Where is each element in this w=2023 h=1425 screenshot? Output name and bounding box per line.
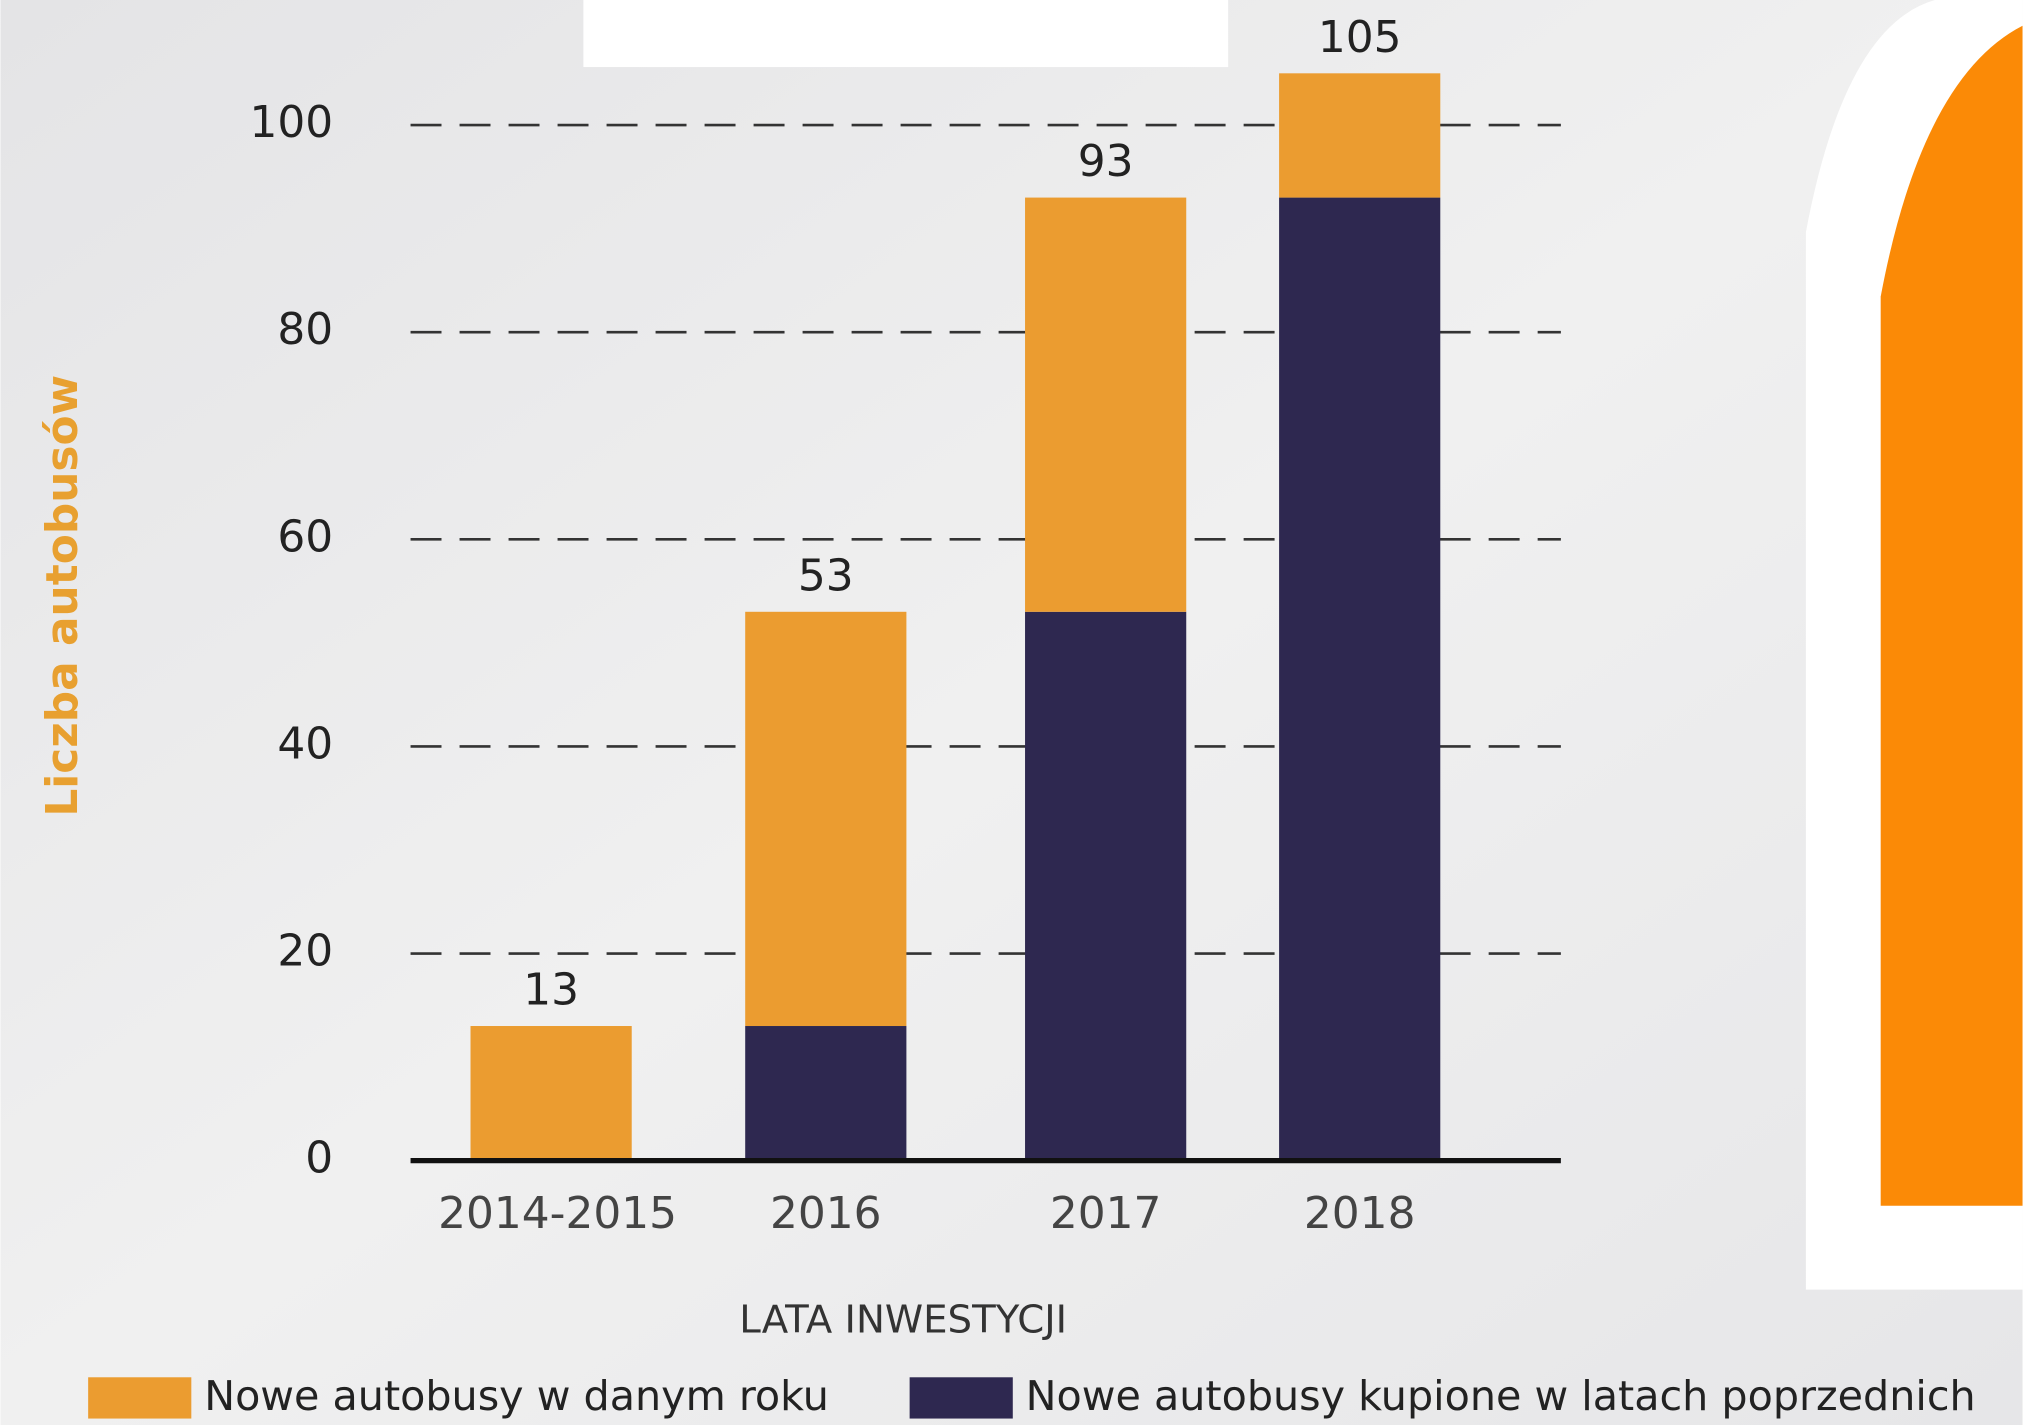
legend-label: Nowe autobusy w danym roku [204,1372,829,1420]
bar-segment [1279,198,1440,1161]
bar-segment [1025,612,1186,1161]
y-tick-label: 20 [277,926,333,977]
x-axis-title: LATA INWESTYCJI [739,1297,1067,1342]
bar-segment [745,1026,906,1161]
total-label: 13 [523,964,579,1015]
legend-label: Nowe autobusy kupione w latach poprzedni… [1026,1372,1976,1420]
y-tick-label: 60 [277,511,333,562]
x-tick-label: 2014-2015 [438,1188,677,1239]
x-tick-label: 2017 [1050,1188,1162,1239]
total-label: 105 [1318,12,1402,63]
x-tick-label: 2018 [1304,1188,1416,1239]
bar-segment [471,1026,632,1161]
page: Liczba autobusów LATA INWESTYCJI 0 20 40 60… [0,0,2023,1425]
bar-segment [745,612,906,1026]
y-tick-label: 100 [250,97,334,148]
y-tick-label: 80 [277,304,333,355]
y-tick-label: 40 [277,718,333,769]
total-label: 93 [1078,136,1134,187]
bar-segment [1279,73,1440,197]
x-tick-label: 2016 [770,1188,882,1239]
total-label: 53 [798,550,854,601]
legend-swatch [910,1377,1013,1418]
y-tick-label: 0 [305,1133,333,1184]
y-axis-title: Liczba autobusów [37,375,88,817]
chart: Liczba autobusów LATA INWESTYCJI 0 20 40 60… [0,0,2023,1425]
background [0,0,2022,1425]
white-box [583,0,1228,67]
legend-swatch [88,1377,191,1418]
bar-segment [1025,198,1186,612]
